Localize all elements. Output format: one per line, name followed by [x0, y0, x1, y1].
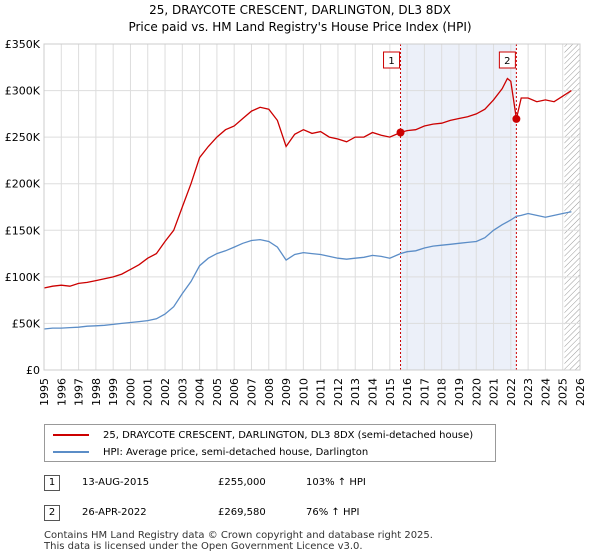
x-tick-label: 2015 — [384, 378, 397, 406]
transaction-hpi: 76% ↑ HPI — [306, 507, 360, 518]
y-tick-label: £300K — [5, 85, 41, 98]
x-tick-label: 2010 — [297, 378, 310, 406]
x-tick-label: 2011 — [315, 378, 328, 406]
forecast-hatch — [564, 44, 580, 370]
x-tick-label: 2008 — [263, 378, 276, 406]
legend-swatch-property — [53, 434, 89, 436]
x-tick-label: 2022 — [505, 378, 518, 406]
x-tick-label: 2002 — [159, 378, 172, 406]
x-tick-label: 2026 — [574, 378, 587, 406]
x-tick-label: 2016 — [401, 378, 414, 406]
x-tick-label: 2014 — [367, 378, 380, 406]
x-tick-label: 2017 — [418, 378, 431, 406]
x-tick-label: 2013 — [349, 378, 362, 406]
y-tick-label: £150K — [5, 224, 41, 237]
transaction-hpi: 103% ↑ HPI — [306, 477, 366, 488]
legend: 25, DRAYCOTE CRESCENT, DARLINGTON, DL3 8… — [44, 424, 496, 462]
x-tick-label: 2021 — [488, 378, 501, 406]
x-tick-label: 2007 — [245, 378, 258, 406]
x-tick-label: 2003 — [176, 378, 189, 406]
x-tick-label: 2023 — [522, 378, 535, 406]
chart-subtitle: Price paid vs. HM Land Registry's House … — [128, 20, 471, 34]
x-tick-label: 2024 — [539, 378, 552, 406]
transaction-number: 2 — [44, 505, 60, 521]
sale-label: 2 — [504, 56, 510, 67]
legend-label-property: 25, DRAYCOTE CRESCENT, DARLINGTON, DL3 8… — [103, 429, 474, 441]
y-tick-label: £350K — [5, 38, 41, 51]
legend-label-hpi: HPI: Average price, semi-detached house,… — [103, 446, 369, 458]
y-tick-label: £200K — [5, 178, 41, 191]
x-tick-label: 2020 — [470, 378, 483, 406]
y-tick-label: £250K — [5, 131, 41, 144]
x-tick-label: 1995 — [38, 378, 51, 406]
sale-marker — [512, 114, 521, 123]
y-tick-label: £50K — [12, 317, 41, 330]
x-tick-label: 2001 — [142, 378, 155, 406]
x-tick-label: 1998 — [90, 378, 103, 406]
x-tick-label: 1996 — [55, 378, 68, 406]
x-tick-label: 2000 — [124, 378, 137, 406]
x-tick-label: 2019 — [453, 378, 466, 406]
x-tick-label: 2025 — [557, 378, 570, 406]
chart-title: 25, DRAYCOTE CRESCENT, DARLINGTON, DL3 8… — [149, 3, 451, 17]
x-tick-label: 1997 — [73, 378, 86, 406]
sale-marker — [396, 128, 405, 137]
legend-item-hpi: HPI: Average price, semi-detached house,… — [53, 444, 368, 460]
footer: Contains HM Land Registry data © Crown c… — [44, 530, 433, 552]
legend-swatch-hpi — [53, 451, 89, 453]
transaction-number: 1 — [44, 475, 60, 491]
x-tick-label: 2004 — [194, 378, 207, 406]
x-tick-label: 2006 — [228, 378, 241, 406]
y-tick-label: £0 — [26, 364, 40, 377]
footer-copyright: Contains HM Land Registry data © Crown c… — [44, 530, 433, 541]
price-chart: 25, DRAYCOTE CRESCENT, DARLINGTON, DL3 8… — [5, 3, 587, 406]
transaction-date: 26-APR-2022 — [82, 507, 147, 518]
x-tick-label: 2012 — [332, 378, 345, 406]
x-tick-label: 2018 — [436, 378, 449, 406]
hpi-line — [43, 211, 572, 330]
transaction-price: £269,580 — [218, 507, 266, 518]
x-tick-label: 2009 — [280, 378, 293, 406]
footer-licence: This data is licensed under the Open Gov… — [44, 541, 363, 552]
between-sales-shading — [400, 44, 517, 370]
sale-label-box — [383, 51, 401, 69]
property-price-line — [43, 77, 572, 289]
y-tick-label: £100K — [5, 271, 41, 284]
legend-item-property: 25, DRAYCOTE CRESCENT, DARLINGTON, DL3 8… — [53, 427, 473, 443]
transaction-price: £255,000 — [218, 477, 266, 488]
plot-frame — [43, 43, 581, 371]
transaction-date: 13-AUG-2015 — [82, 477, 150, 488]
x-tick-label: 1999 — [107, 378, 120, 406]
sale-label: 1 — [388, 56, 394, 67]
sale-label-box — [498, 51, 516, 69]
x-tick-label: 2005 — [211, 378, 224, 406]
